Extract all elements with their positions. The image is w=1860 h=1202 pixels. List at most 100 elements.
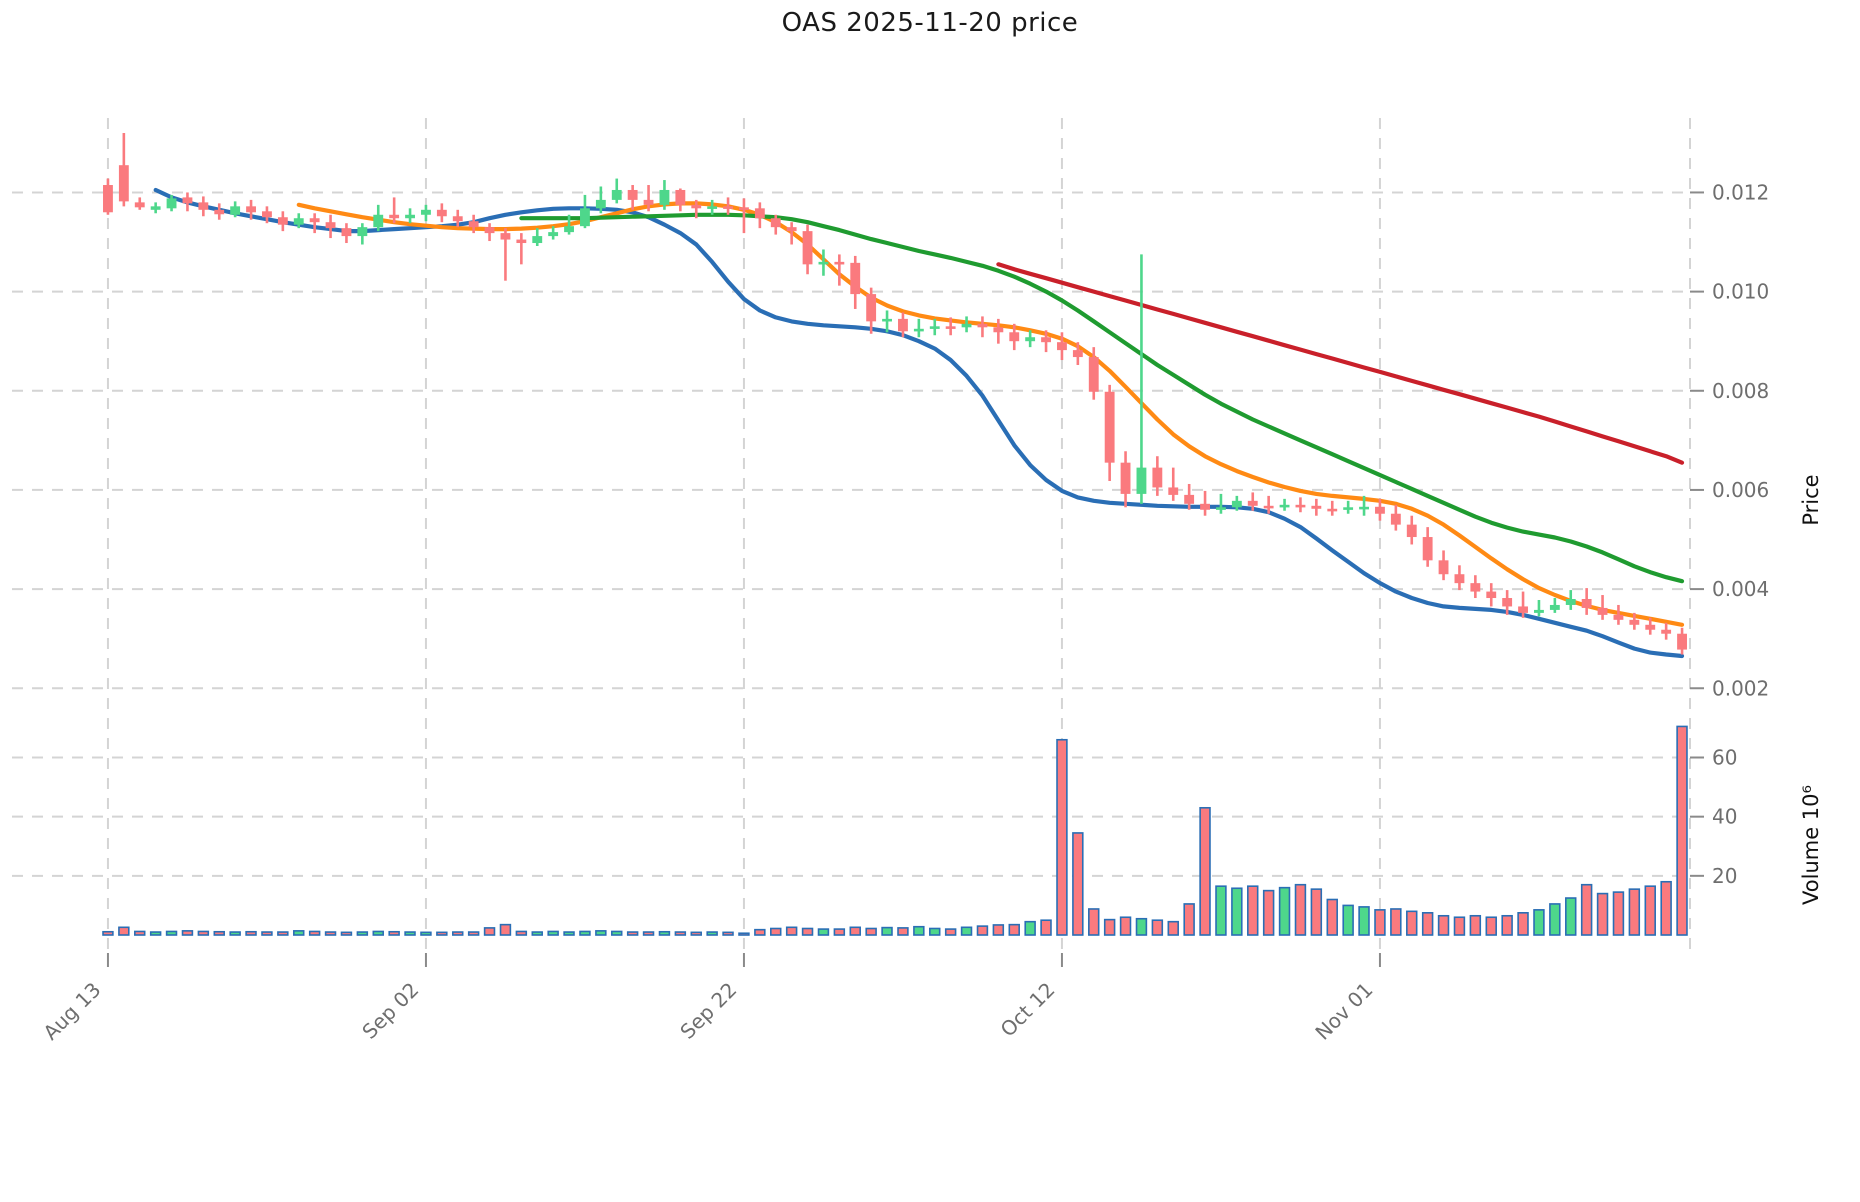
candlestick — [739, 198, 749, 234]
volume-bar — [1612, 891, 1625, 936]
volume-bar — [1008, 923, 1020, 936]
volume-bar — [833, 928, 846, 936]
volume-bar — [340, 931, 353, 936]
volume-bar — [785, 926, 798, 936]
candlestick — [1470, 575, 1481, 599]
candlestick — [1311, 498, 1322, 516]
candlestick — [627, 185, 638, 210]
candlestick — [1375, 498, 1385, 521]
volume-bar — [722, 931, 734, 936]
candlestick — [1025, 330, 1036, 348]
candlestick — [246, 199, 256, 220]
candlestick — [389, 197, 400, 224]
candlestick — [1216, 493, 1226, 514]
volume-bar — [897, 927, 909, 936]
volume-bar — [658, 930, 671, 936]
volume-bar — [1628, 888, 1641, 936]
volume-bar — [738, 932, 750, 936]
volume-bar — [913, 925, 925, 936]
volume-bar — [1199, 806, 1211, 936]
volume-bar — [261, 931, 273, 936]
candlestick — [1057, 332, 1067, 361]
volume-bar — [754, 928, 766, 936]
candlestick — [1486, 583, 1497, 607]
volume-bar — [1533, 909, 1545, 936]
volume-bar — [356, 931, 369, 936]
candlestick — [468, 214, 479, 234]
candlestick — [532, 228, 543, 246]
volume-bar — [181, 930, 194, 936]
volume-bar — [1501, 914, 1513, 936]
volume-tick-label: 60 — [1712, 746, 1737, 770]
volume-bar — [642, 931, 655, 936]
candlestick — [834, 254, 845, 286]
volume-bar — [1024, 920, 1036, 936]
volume-bar — [1040, 919, 1052, 936]
candlestick — [421, 204, 431, 222]
candlestick — [1295, 497, 1306, 513]
candlestick — [1152, 456, 1163, 496]
volume-bar — [595, 930, 607, 936]
axis-ticks — [106, 191, 1704, 967]
volume-bar — [1215, 885, 1227, 936]
volume-bar — [1278, 886, 1291, 936]
volume-bar — [1437, 914, 1450, 936]
volume-bar — [1453, 916, 1466, 936]
volume-bar — [1390, 908, 1402, 936]
volume-bar — [1406, 910, 1418, 936]
candlestick — [1279, 498, 1290, 511]
candlestick — [866, 287, 877, 334]
volume-bar — [1326, 898, 1338, 936]
candlestick — [134, 197, 145, 210]
volume-bar — [1183, 903, 1195, 936]
volume-bar — [324, 931, 337, 936]
candlestick — [484, 223, 495, 242]
volume-bar — [1596, 892, 1609, 936]
volume-bar — [118, 926, 130, 936]
candlestick — [1263, 495, 1274, 514]
candlestick — [1629, 612, 1640, 630]
candlestick — [341, 223, 352, 244]
candlestick — [1677, 627, 1687, 655]
volume-bar — [388, 930, 400, 936]
candlestick — [1088, 347, 1099, 400]
volume-bar — [372, 930, 384, 936]
candlestick — [230, 201, 241, 218]
candlestick — [1406, 515, 1417, 545]
volume-bar — [1485, 916, 1497, 936]
candlestick — [150, 202, 161, 214]
volume-axis-label: Volume 10⁶ — [1799, 785, 1823, 905]
candlestick — [659, 180, 670, 210]
volume-bar — [881, 926, 893, 936]
volume-bar — [1231, 887, 1243, 936]
candlestick — [198, 196, 209, 217]
volume-bar — [165, 930, 178, 936]
candlestick — [373, 204, 384, 232]
volume-bar — [1310, 888, 1323, 936]
candlestick — [1343, 500, 1354, 514]
candlestick — [166, 194, 177, 212]
x-tick-label: Sep 02 — [357, 978, 423, 1044]
candlestick — [1120, 451, 1131, 508]
price-tick-label: 0.008 — [1712, 379, 1769, 403]
volume-bar — [1580, 883, 1593, 936]
ma-line-ma_slowest — [996, 262, 1685, 465]
volume-bar-series — [102, 725, 1688, 936]
volume-bar — [1247, 885, 1259, 936]
price-tick-label: 0.012 — [1712, 180, 1769, 204]
candlestick — [277, 211, 288, 232]
volume-bar — [1088, 908, 1100, 936]
candlestick-series — [103, 132, 1687, 655]
candlestick — [1549, 598, 1560, 613]
volume-bar — [992, 924, 1005, 936]
volume-bar — [1469, 914, 1482, 936]
vertical-gridlines — [106, 118, 1691, 953]
candlestick — [723, 197, 733, 215]
volume-bar — [1517, 912, 1529, 936]
candlestick — [675, 188, 686, 212]
volume-bar — [436, 931, 448, 936]
candlestick — [977, 316, 988, 338]
candlestick — [1454, 565, 1465, 591]
volume-bar — [404, 931, 416, 936]
